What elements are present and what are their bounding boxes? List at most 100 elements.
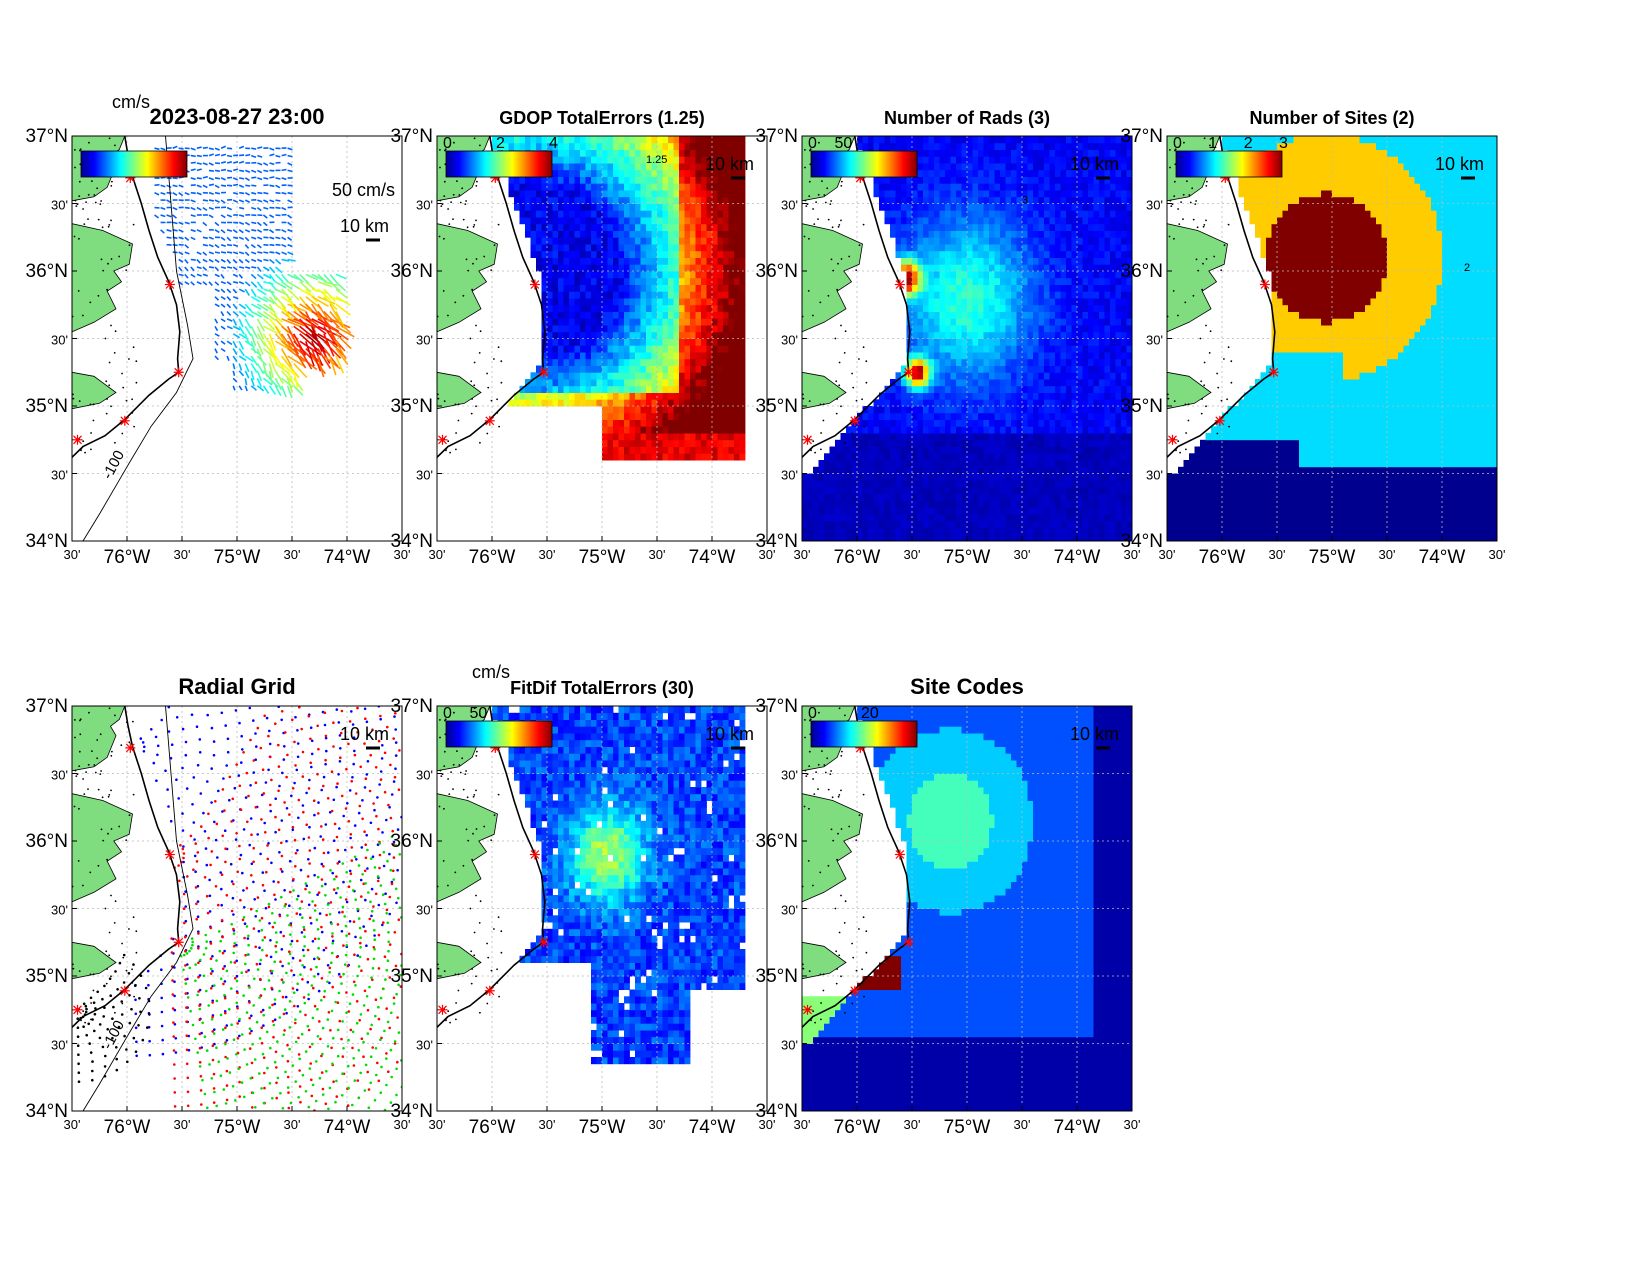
- current-vector: [329, 281, 341, 292]
- heatmap-cell: [723, 426, 729, 434]
- heatmap-cell: [723, 318, 729, 326]
- heatmap-cell: [956, 284, 962, 292]
- heatmap-cell: [673, 163, 680, 171]
- coast-dot: [471, 288, 473, 291]
- heatmap-cell: [835, 534, 841, 541]
- heatmap-cell: [613, 379, 619, 387]
- heatmap-cell: [950, 419, 957, 427]
- heatmap-cell: [912, 304, 918, 312]
- heatmap-cell: [580, 399, 586, 407]
- heatmap-cell: [873, 500, 880, 508]
- heatmap-cell: [1005, 237, 1012, 245]
- heatmap-cell: [972, 190, 979, 198]
- heatmap-cell: [1066, 264, 1072, 272]
- heatmap-cell: [613, 311, 619, 319]
- heatmap-cell: [651, 230, 658, 238]
- heatmap-cell: [701, 250, 707, 258]
- heatmap-cell: [950, 230, 957, 238]
- heatmap-cell: [624, 257, 630, 265]
- heatmap-cell: [862, 500, 869, 508]
- current-vector: [287, 355, 306, 368]
- heatmap-cell: [1049, 460, 1056, 468]
- heatmap-cell: [983, 284, 990, 292]
- heatmap-cell: [978, 352, 984, 360]
- heatmap-cell: [657, 379, 663, 387]
- heatmap-cell: [679, 446, 685, 454]
- heatmap-cell: [895, 223, 902, 231]
- heatmap-cell: [923, 291, 929, 299]
- heatmap-cell: [978, 460, 984, 468]
- heatmap-cell: [1011, 385, 1017, 393]
- heatmap-cell: [1027, 149, 1034, 157]
- heatmap-cell: [629, 426, 636, 434]
- heatmap-cell: [967, 304, 973, 312]
- heatmap-cell: [923, 311, 929, 319]
- heatmap-cell: [912, 223, 918, 231]
- heatmap-cell: [585, 257, 592, 265]
- heatmap-cell: [967, 466, 973, 474]
- heatmap-cell: [695, 338, 702, 346]
- heatmap-cell: [723, 433, 729, 441]
- heatmap-cell: [673, 250, 680, 258]
- heatmap-cell: [923, 426, 929, 434]
- heatmap-cell: [1038, 311, 1045, 319]
- heatmap-cell: [1022, 419, 1028, 427]
- heatmap-cell: [563, 298, 570, 306]
- heatmap-cell: [1016, 460, 1023, 468]
- heatmap-cell: [917, 331, 924, 339]
- heatmap-cell: [530, 210, 537, 218]
- current-vector: [269, 199, 275, 203]
- heatmap-cell: [739, 352, 746, 360]
- heatmap-cell: [912, 352, 918, 360]
- heatmap-cell: [945, 142, 951, 150]
- heatmap-cell: [618, 399, 625, 407]
- heatmap-cell: [1027, 446, 1034, 454]
- heatmap-cell: [580, 291, 586, 299]
- heatmap-cell: [1033, 217, 1039, 225]
- heatmap-cell: [624, 203, 630, 211]
- heatmap-cell: [956, 345, 962, 353]
- heatmap-cell: [983, 237, 990, 245]
- heatmap-cell: [596, 183, 603, 191]
- heatmap-cell: [1060, 244, 1067, 252]
- heatmap-cell: [928, 149, 935, 157]
- heatmap-cell: [734, 169, 740, 177]
- current-vector: [281, 281, 293, 291]
- heatmap-cell: [662, 244, 669, 252]
- heatmap-cell: [580, 271, 586, 279]
- heatmap-cell: [917, 311, 924, 319]
- site-marker: [173, 367, 184, 378]
- coast-dot: [473, 224, 476, 226]
- heatmap-cell: [684, 169, 691, 177]
- heatmap-cell: [890, 136, 896, 144]
- current-vector: [233, 183, 239, 187]
- heatmap-cell: [673, 304, 680, 312]
- heatmap-cell: [602, 210, 608, 218]
- heatmap-cell: [1033, 331, 1039, 339]
- heatmap-cell: [1044, 250, 1050, 258]
- colorbar-unit: cm/s: [112, 92, 150, 112]
- heatmap-cell: [651, 419, 658, 427]
- heatmap-cell: [972, 385, 979, 393]
- heatmap-cell: [640, 392, 647, 400]
- coast-dot: [94, 201, 97, 204]
- heatmap-cell: [514, 196, 520, 204]
- heatmap-cell: [668, 453, 674, 461]
- heatmap-cell: [879, 527, 885, 535]
- heatmap-cell: [646, 291, 652, 299]
- heatmap-cell: [536, 392, 542, 400]
- heatmap-cell: [574, 372, 581, 380]
- heatmap-cell: [525, 399, 531, 407]
- current-vector: [232, 333, 241, 339]
- heatmap-cell: [890, 527, 896, 535]
- heatmap-cell: [1060, 325, 1067, 333]
- heatmap-cell: [983, 507, 990, 515]
- heatmap-cell: [646, 453, 652, 461]
- heatmap-cell: [668, 406, 674, 414]
- land-mass: [72, 371, 117, 410]
- heatmap-cell: [547, 190, 553, 198]
- heatmap-cell: [1033, 426, 1039, 434]
- heatmap-cell: [1060, 372, 1067, 380]
- heatmap-cell: [646, 318, 652, 326]
- heatmap-cell: [1000, 412, 1006, 420]
